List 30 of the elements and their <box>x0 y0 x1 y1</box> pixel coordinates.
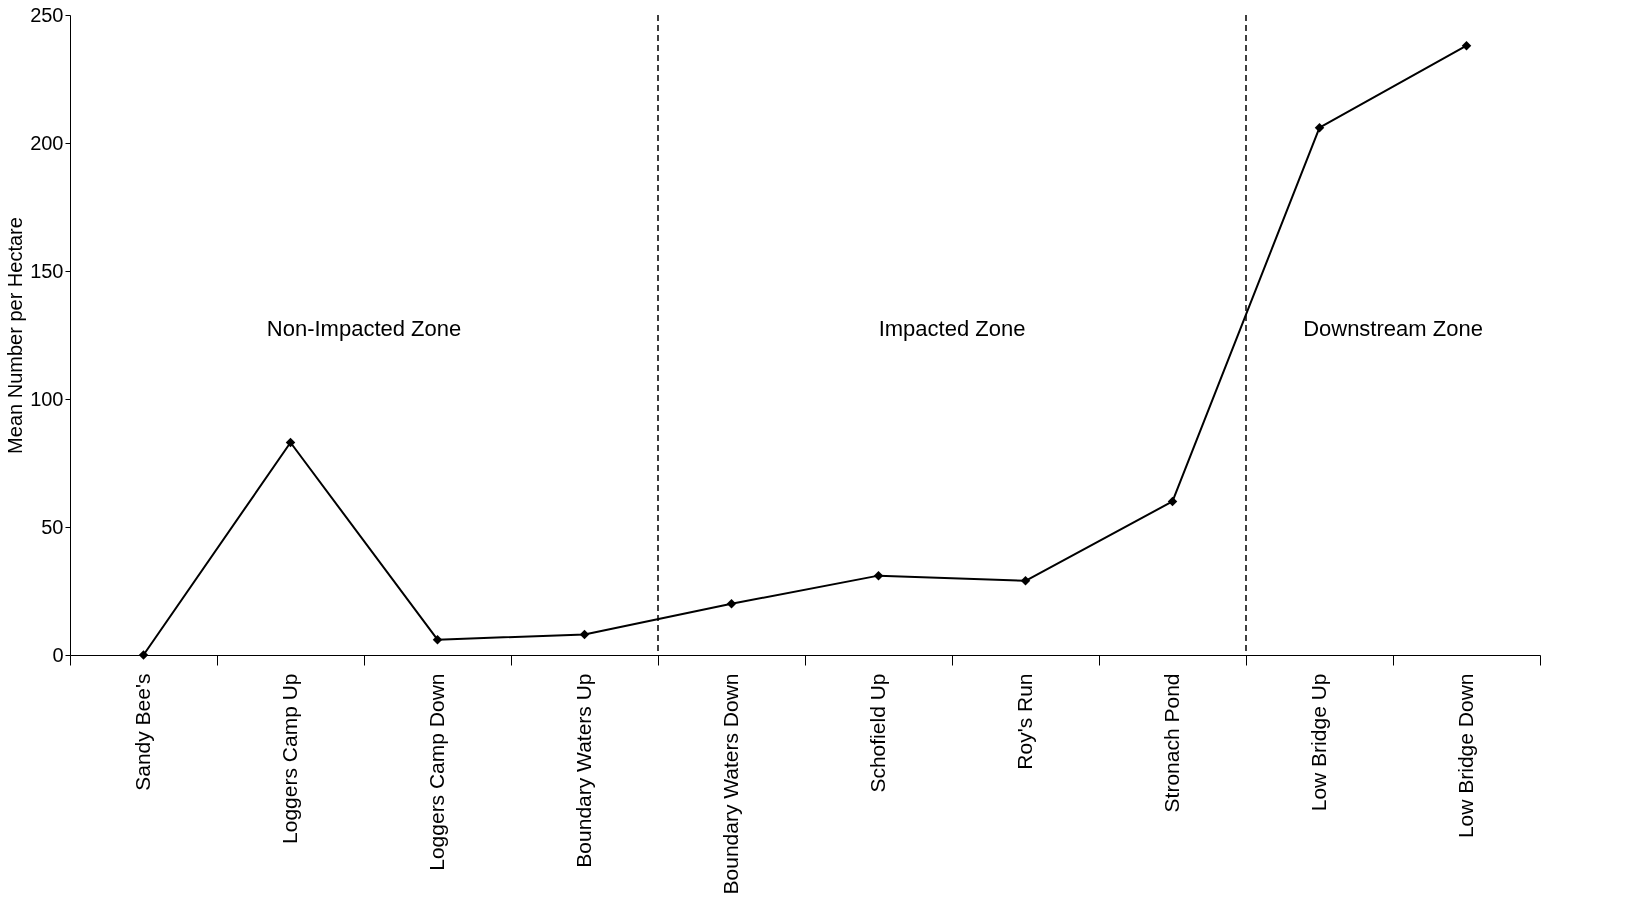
x-tick-label: Low Bridge Up <box>1307 673 1330 812</box>
point <box>1167 496 1178 507</box>
x-tick-label: Loggers Camp Up <box>278 673 301 844</box>
point <box>1314 122 1325 133</box>
x-tick-label: Low Bridge Down <box>1454 673 1477 839</box>
point <box>726 599 737 609</box>
x-tick-label: Sandy Bee's <box>131 673 154 791</box>
point <box>579 629 590 640</box>
annotation: Non-Impacted Zone <box>266 315 462 341</box>
y-tick-label: 100 <box>30 387 64 410</box>
x-tick-label: Roy's Run <box>1013 673 1036 770</box>
x-tick-label: Loggers Camp Down <box>425 673 448 871</box>
x-tick-label: Boundary Waters Down <box>719 673 742 895</box>
point <box>1461 40 1472 51</box>
y-tick-label: 50 <box>41 515 64 538</box>
y-axis-title: Mean Number per Hectare <box>4 217 27 454</box>
point <box>285 437 296 448</box>
point <box>138 650 149 660</box>
x-tick-label: Stronach Pond <box>1160 673 1183 813</box>
y-tick-label: 250 <box>30 3 64 26</box>
y-tick-label: 200 <box>30 131 64 154</box>
annotation: Impacted Zone <box>878 315 1026 341</box>
point <box>873 570 884 581</box>
point <box>1020 576 1031 586</box>
annotation: Downstream Zone <box>1303 315 1483 341</box>
y-tick-label: 0 <box>52 643 64 666</box>
y-tick-label: 150 <box>30 259 64 282</box>
x-tick-label: Boundary Waters Up <box>572 673 595 868</box>
point <box>432 634 443 645</box>
x-tick-label: Schofield Up <box>866 673 889 793</box>
